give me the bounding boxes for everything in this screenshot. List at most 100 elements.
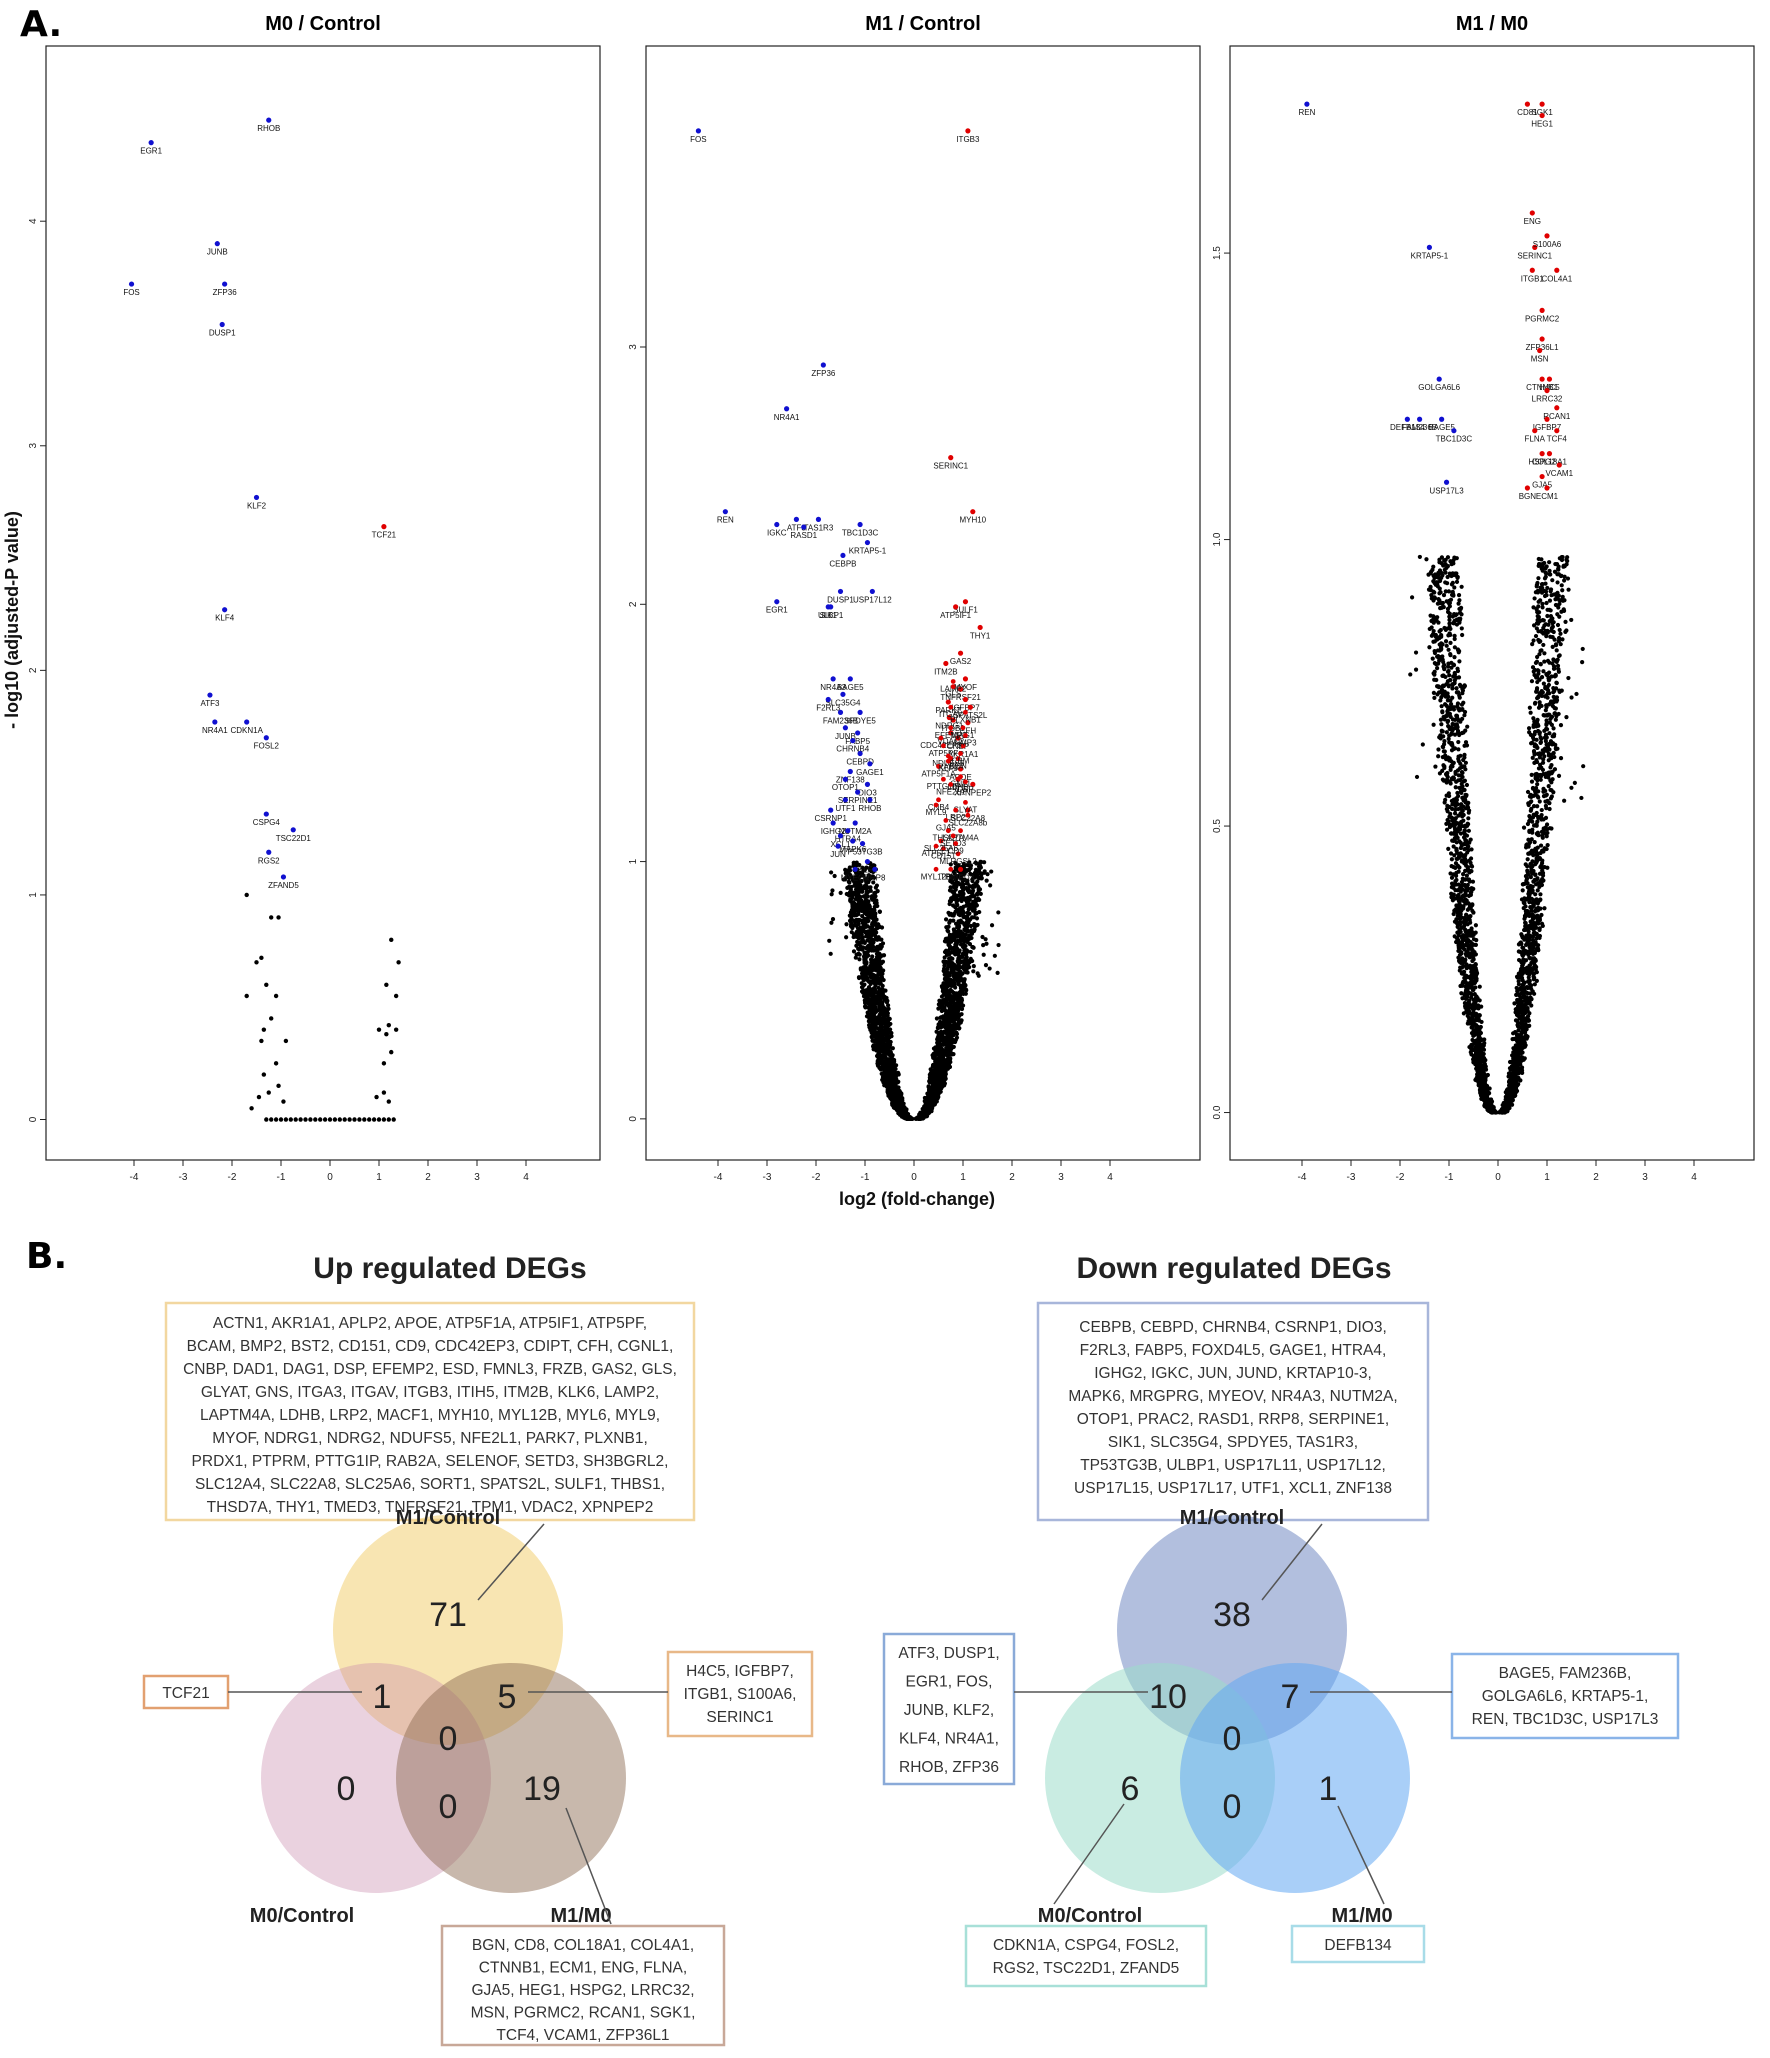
ns-point — [861, 977, 867, 982]
ns-point — [1542, 906, 1547, 911]
gene-label: ZFP36 — [811, 369, 836, 378]
gene-point-cd9 — [953, 841, 959, 846]
gene-label: TPM1 — [940, 872, 962, 881]
ns-point — [950, 998, 955, 1004]
ns-point — [873, 1000, 879, 1006]
ns-point — [956, 893, 961, 898]
ns-point — [870, 972, 876, 977]
gene-label: F2RL3 — [816, 703, 841, 712]
ns-point — [880, 959, 886, 964]
gene-point-mapk6 — [850, 838, 856, 844]
ns-point — [996, 910, 1001, 915]
ns-point — [850, 890, 855, 895]
gene-point-ulbp1 — [828, 604, 834, 610]
ns-point — [1531, 638, 1536, 643]
ns-point — [955, 958, 960, 964]
ns-point — [273, 993, 279, 999]
ns-point — [960, 893, 965, 899]
ns-point — [960, 1003, 966, 1008]
gene-point-atp5if1 — [953, 604, 959, 610]
gene-point-myl9 — [933, 802, 939, 808]
ns-point — [960, 920, 965, 925]
ns-point — [952, 944, 958, 950]
ns-point — [832, 873, 837, 879]
ns-point — [276, 1083, 281, 1089]
ns-point — [953, 1037, 958, 1043]
ns-point — [982, 869, 987, 874]
ns-point — [303, 1117, 308, 1122]
ns-point — [1465, 724, 1470, 729]
ns-point — [352, 1117, 357, 1122]
gene-point-efemp2 — [948, 725, 954, 731]
ns-point — [927, 1099, 932, 1104]
ns-point — [949, 950, 955, 955]
ns-point — [1542, 651, 1547, 656]
ns-point — [1529, 679, 1535, 684]
ns-point — [1535, 782, 1540, 787]
ns-point — [868, 991, 874, 996]
ns-point — [954, 949, 959, 954]
plot-frame — [645, 45, 1201, 1161]
ns-point — [964, 920, 969, 925]
ns-point — [966, 935, 971, 941]
x-tick-label: -4 — [714, 1172, 723, 1183]
ns-point — [871, 948, 876, 953]
ns-point — [872, 907, 877, 913]
y-tick-label: 0.5 — [1212, 819, 1223, 833]
ns-point — [933, 1045, 938, 1050]
ns-point — [936, 1022, 941, 1027]
ns-point — [851, 949, 857, 954]
ns-point — [1457, 695, 1462, 700]
ns-point — [1546, 758, 1551, 763]
ns-point — [972, 923, 977, 929]
ns-point — [322, 1117, 328, 1122]
gene-point-otop1 — [842, 776, 849, 782]
ns-point — [860, 913, 865, 919]
x-tick-label: 1 — [376, 1172, 382, 1183]
ns-point — [960, 933, 966, 938]
ns-point — [865, 929, 870, 935]
ns-point — [854, 934, 859, 939]
gene-label: TCF21 — [372, 531, 397, 540]
gene-label: GLS — [945, 690, 961, 699]
ns-point — [938, 1042, 943, 1047]
ns-point — [940, 1049, 945, 1054]
gene-point-fabp5 — [855, 730, 861, 736]
ns-point — [958, 875, 963, 880]
gene-point-klf2 — [253, 494, 260, 501]
ns-point — [865, 949, 871, 954]
ns-point — [1549, 628, 1554, 633]
gene-label: BAGE5 — [837, 683, 864, 692]
gene-point-zfp36 — [222, 281, 228, 287]
y-tick-label: 1.0 — [1212, 532, 1223, 546]
ns-point — [956, 926, 961, 931]
ns-point — [971, 963, 976, 969]
ns-point — [984, 878, 989, 883]
ns-point — [866, 1022, 872, 1028]
gene-point-fos — [695, 128, 702, 134]
ns-point — [862, 1000, 868, 1006]
gene-point-dio3 — [864, 781, 871, 787]
gene-label: FOS — [690, 135, 706, 144]
ns-point — [1457, 682, 1463, 687]
ns-point — [941, 1078, 946, 1083]
ns-point — [376, 1117, 382, 1122]
ns-point — [955, 963, 960, 969]
ns-point — [868, 888, 873, 893]
ns-points — [827, 859, 1001, 1121]
ns-point — [868, 910, 873, 915]
ns-point — [871, 987, 876, 992]
gene-label: DSP — [957, 785, 973, 794]
ns-point — [964, 955, 969, 960]
ns-point — [860, 990, 866, 995]
ns-point — [969, 889, 974, 894]
y-tick-label: 0.0 — [1212, 1105, 1223, 1119]
ns-point — [1437, 568, 1443, 573]
ns-point — [868, 885, 873, 890]
gene-label: RASD1 — [790, 531, 817, 540]
ns-point — [264, 982, 269, 987]
ns-point — [941, 968, 946, 974]
ns-point — [1452, 636, 1457, 642]
ns-point — [855, 906, 860, 911]
ns-point — [904, 1115, 909, 1120]
